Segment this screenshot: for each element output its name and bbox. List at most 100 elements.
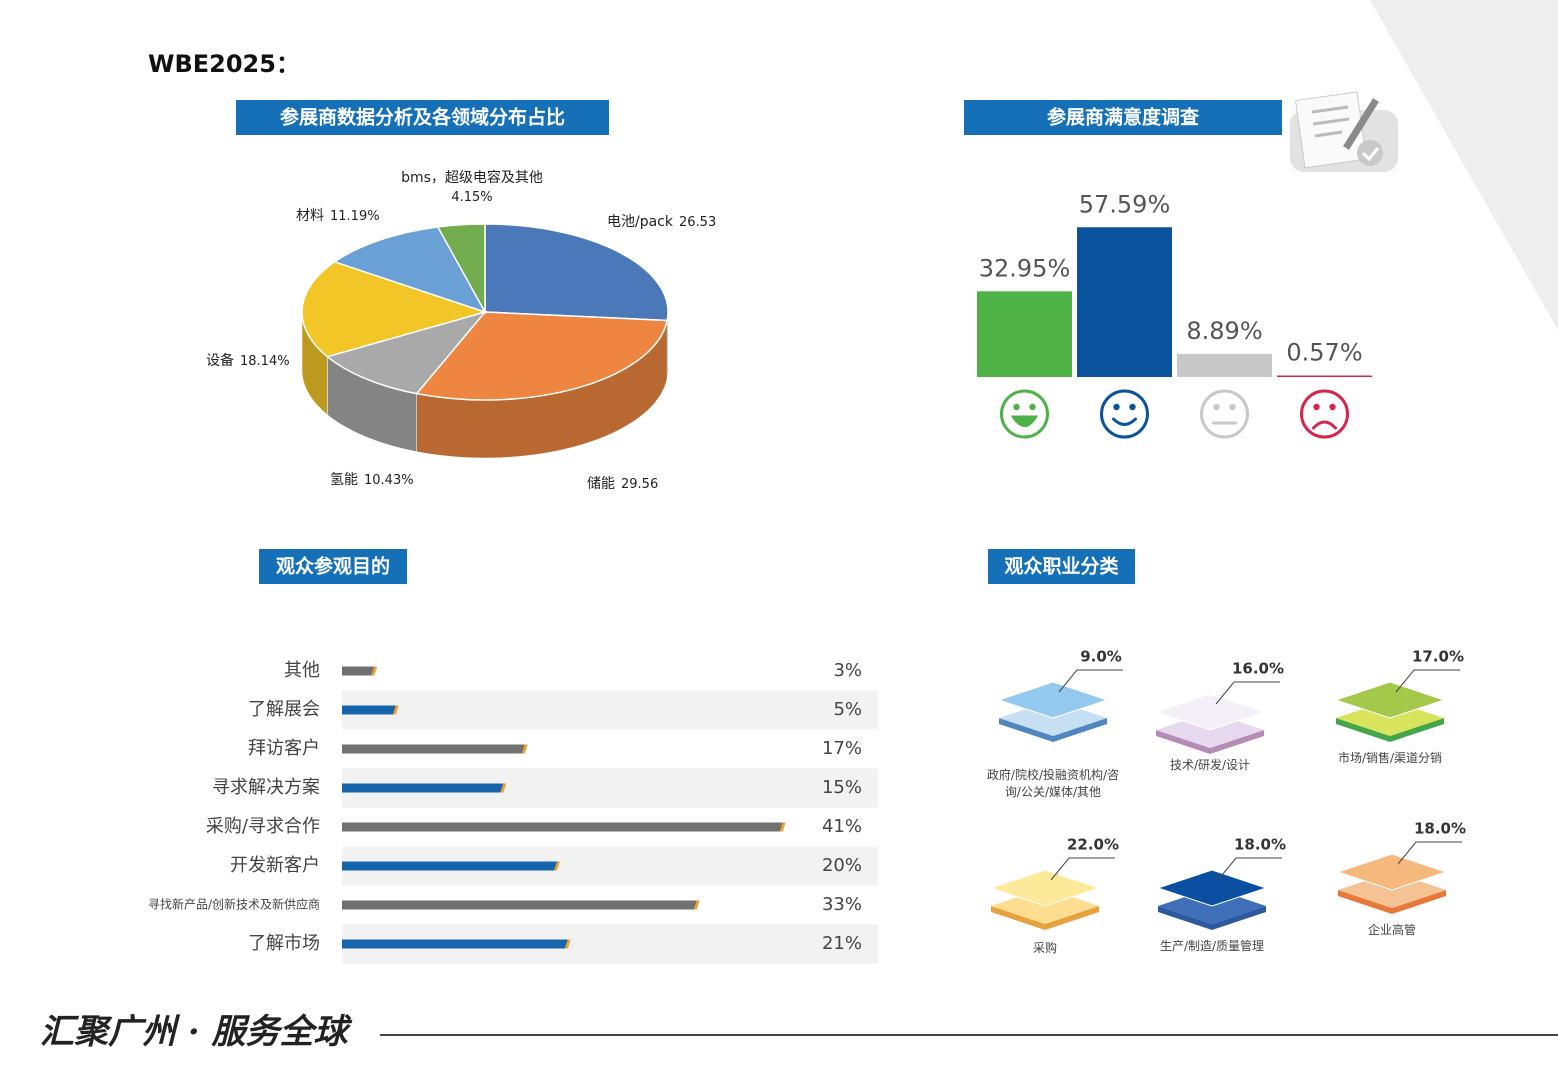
value-label: 21% (822, 933, 862, 954)
category-label-box: 企业高管 (1367, 923, 1416, 937)
bar (342, 705, 396, 715)
layer-edge (1336, 718, 1444, 742)
pie-value-label: 4.15% (451, 190, 492, 205)
pie-slice (415, 311, 669, 401)
row-band (342, 690, 878, 730)
category-label: 企业高管 (1367, 923, 1416, 937)
bar-tip (779, 822, 786, 832)
face-icon (1000, 389, 1049, 439)
layer-top (1154, 693, 1266, 731)
value-label: 15% (822, 777, 862, 798)
pie-category: 设备 (206, 352, 234, 369)
face-icon (1300, 389, 1349, 439)
pie-value-label: 11.19% (330, 209, 380, 224)
pie-category: bms，超级电容及其他 (401, 169, 543, 186)
bar (977, 291, 1072, 377)
bar (342, 861, 557, 871)
layer-edge (1158, 906, 1266, 930)
bar (342, 900, 697, 910)
face-eye (1213, 403, 1220, 411)
pie-value-label: 10.43% (364, 473, 414, 488)
bar-tip (693, 900, 700, 910)
survey-icon (1290, 91, 1398, 172)
face-mouth (1010, 415, 1039, 427)
pie-slice (484, 223, 669, 322)
callout (1217, 857, 1282, 881)
pie-category: 材料 (296, 208, 324, 224)
face-eye (1029, 403, 1036, 411)
category-label: 采购/寻求合作 (206, 816, 320, 837)
category-label-box: 生产/制造/质量管理 (1159, 939, 1265, 953)
layer-top (997, 681, 1109, 719)
value-label: 18.0% (1414, 820, 1466, 838)
layer-edge (1156, 730, 1264, 754)
pie-label: 电池/pack 26.53 (607, 214, 716, 230)
value-label: 16.0% (1232, 660, 1284, 678)
category-label-box: 采购 (1032, 941, 1057, 955)
pie-label: bms，超级电容及其他 4.15% (401, 169, 543, 205)
pie-label: 设备 18.14% (206, 352, 290, 369)
value-label: 17.0% (1412, 648, 1464, 666)
callout (1395, 669, 1460, 693)
face-eye (1329, 403, 1336, 411)
category-label: 采购 (1032, 941, 1057, 955)
category-label: 开发新客户 (230, 855, 320, 876)
pie-slice (325, 310, 488, 395)
category-label: 政府/院校/投融资机构/咨询/公关/媒体/其他 (986, 768, 1120, 799)
face-eye (1013, 403, 1020, 411)
pie-value-label: 26.53 (679, 215, 716, 230)
bar-tip (392, 705, 399, 715)
face-icon (1200, 389, 1249, 439)
bar (1077, 227, 1172, 377)
bar-value-label: 0.57% (1286, 339, 1362, 367)
bar (342, 822, 783, 832)
footer-slogan: 汇聚广州 · 服务全球 (40, 1012, 353, 1052)
category-label: 市场/销售/渠道分销 (1337, 751, 1443, 765)
value-label: 3% (833, 660, 862, 681)
bar (342, 666, 375, 676)
face-icon (1100, 389, 1149, 439)
section-title: 参展商数据分析及各领域分布占比 (280, 106, 565, 129)
pie-slice (301, 260, 488, 358)
bar (342, 939, 568, 949)
pie-category: 氢能 (330, 472, 358, 488)
category-label: 拜访客户 (248, 738, 320, 759)
pie-value-label: 29.56 (621, 477, 658, 492)
layer-edge (991, 906, 1099, 930)
value-label: 22.0% (1067, 836, 1119, 854)
category-label: 生产/制造/质量管理 (1159, 939, 1265, 953)
category-label-box: 政府/院校/投融资机构/咨询/公关/媒体/其他 (986, 768, 1120, 799)
layer-top (1156, 869, 1268, 907)
pie-category: 电池/pack (607, 214, 674, 230)
section-title: 观众参观目的 (276, 555, 390, 578)
bar-value-label: 32.95% (979, 254, 1071, 282)
layer-edge (999, 718, 1107, 742)
bar-tip (554, 861, 560, 871)
section-title: 观众职业分类 (1004, 555, 1118, 578)
bar-tip (521, 744, 528, 754)
callout (1050, 857, 1115, 881)
bar-tip (371, 666, 378, 676)
category-label-box: 技术/研发/设计 (1169, 758, 1251, 772)
face-eye (1313, 403, 1320, 411)
value-label: 41% (822, 816, 862, 837)
bar-tip (564, 939, 571, 949)
bar (1277, 375, 1372, 377)
layer-top (989, 869, 1101, 907)
pie-slice (333, 226, 487, 314)
callout (1215, 681, 1280, 705)
face-eye (1229, 403, 1236, 411)
bar (1177, 353, 1272, 377)
bar (342, 744, 525, 754)
corner-decoration (1370, 0, 1558, 330)
callout (1058, 669, 1123, 693)
category-label: 其他 (284, 660, 320, 681)
category-label-box: 市场/销售/渠道分销 (1337, 751, 1443, 765)
category-label: 寻求解决方案 (212, 777, 320, 798)
section-header (988, 549, 1135, 584)
category-label: 技术/研发/设计 (1169, 758, 1251, 772)
pie-label: 材料 11.19% (296, 208, 380, 224)
callout (1397, 841, 1462, 865)
